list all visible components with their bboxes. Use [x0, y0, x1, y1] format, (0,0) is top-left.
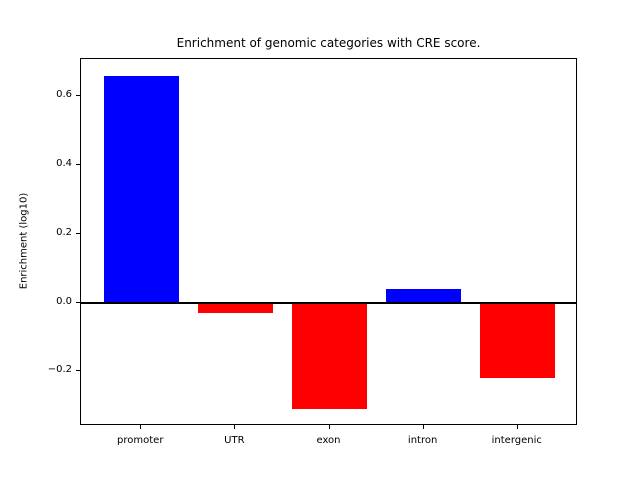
x-tick-label-promoter: promoter: [117, 435, 164, 446]
y-tick-label: −0.2: [47, 364, 72, 376]
x-tick-mark: [234, 425, 236, 429]
y-tick-mark: [76, 164, 80, 166]
x-tick-mark: [328, 425, 330, 429]
chart-title: Enrichment of genomic categories with CR…: [176, 36, 481, 50]
x-tick-mark: [422, 425, 424, 429]
y-tick-label: 0.0: [56, 295, 72, 307]
x-tick-label-exon: exon: [316, 435, 341, 446]
y-tick-mark: [76, 301, 80, 303]
bar-promoter: [103, 75, 179, 303]
bar-UTR: [197, 302, 274, 313]
x-tick-label-intergenic: intergenic: [491, 435, 542, 446]
bar-intergenic: [480, 302, 556, 379]
bar-exon: [291, 302, 368, 410]
x-tick-mark: [516, 425, 518, 429]
x-tick-label-UTR: UTR: [224, 435, 245, 446]
y-axis-label: Enrichment (log10): [18, 192, 30, 290]
plot-area: [80, 58, 577, 425]
y-tick-label: 0.6: [56, 89, 72, 101]
x-tick-mark: [140, 425, 142, 429]
y-tick-mark: [76, 370, 80, 372]
y-tick-mark: [76, 232, 80, 234]
x-tick-label-intron: intron: [407, 435, 438, 446]
y-tick-label: 0.4: [56, 158, 72, 170]
y-tick-label: 0.2: [56, 226, 72, 238]
y-tick-mark: [76, 95, 80, 97]
bar-intron: [385, 288, 462, 303]
zero-line: [81, 301, 576, 304]
